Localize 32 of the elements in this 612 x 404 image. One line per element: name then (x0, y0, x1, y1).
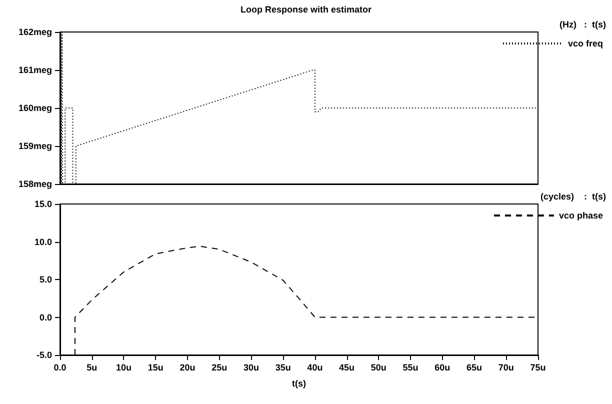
y-tick-label: 161meg (18, 65, 52, 75)
x-tick-label: 55u (402, 362, 418, 372)
y-tick-label: 5.0 (39, 274, 52, 284)
y-tick-label: -5.0 (36, 350, 52, 360)
x-tick-label: 0.0 (54, 362, 66, 372)
x-tick-label: 40u (307, 362, 323, 372)
text: vco phase (558, 210, 604, 220)
text: (cycles) : t(s) (540, 192, 606, 202)
y-tick-label: 10.0 (34, 236, 52, 247)
y-tick-label: 159meg (18, 141, 52, 151)
text: (Hz) : t(s) (560, 20, 606, 30)
x-tick-label: 25u (212, 362, 228, 372)
x-tick-label: 15u (148, 362, 164, 372)
x-tick-label: 20u (180, 362, 196, 372)
x-axis-title: t(s) (292, 378, 306, 388)
x-tick-label: 70u (498, 362, 514, 372)
text: vco freq (568, 38, 604, 48)
x-tick-label: 5u (86, 362, 98, 372)
y-tick-label: 15.0 (34, 199, 52, 209)
chart-title: Loop Response with estimator (240, 4, 372, 14)
y-tick-label: 162meg (18, 27, 52, 37)
x-tick-label: 60u (434, 362, 450, 372)
y-tick-label: 0.0 (39, 312, 52, 322)
y-tick-label: 158meg (18, 179, 52, 189)
x-tick-label: 10u (116, 362, 132, 372)
x-tick-label: 30u (243, 362, 259, 372)
x-tick-label: 45u (339, 362, 355, 372)
x-tick-label: 50u (370, 362, 386, 372)
x-tick-label: 65u (466, 362, 482, 372)
x-tick-label: 75u (530, 362, 546, 372)
x-tick-label: 35u (275, 362, 291, 372)
y-tick-label: 160meg (18, 103, 52, 113)
